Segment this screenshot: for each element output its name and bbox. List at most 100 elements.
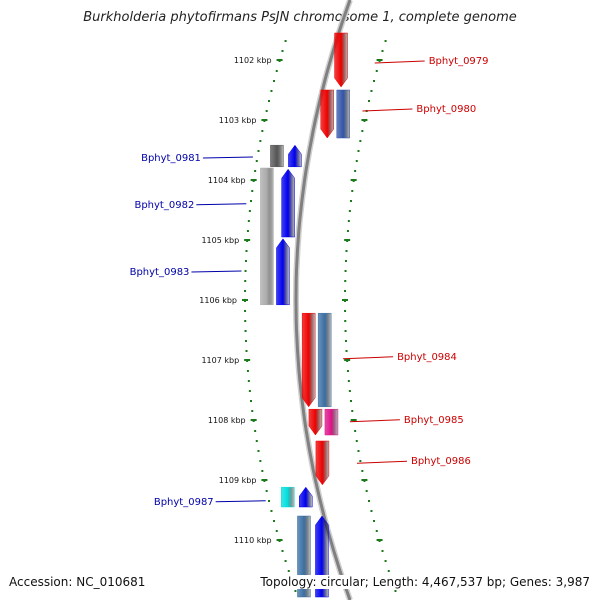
guide-dot [370,510,373,512]
guide-dot [344,310,347,312]
guide-dot [370,90,373,92]
guide-dot [357,150,360,152]
guide-dot [387,570,390,572]
map-title: Burkholderia phytofirmans PsJN chromosom… [83,10,517,25]
guide-dot [361,470,364,472]
tick-mark [276,539,283,541]
guide-dot [245,350,248,352]
guide-dot [251,190,254,192]
guide-dot [244,340,247,342]
feature-block[interactable] [336,89,351,139]
tick-label: 1103 kbp [219,116,257,125]
gene-arrow[interactable] [301,312,316,408]
gene-arrow[interactable] [288,144,302,168]
gene-label[interactable]: Bphyt_0985 [404,415,464,426]
guide-dot [273,520,276,522]
guide-dot [359,460,362,462]
guide-dot [275,70,278,72]
gene-label[interactable]: Bphyt_0986 [411,456,471,467]
feature-block[interactable] [270,144,284,168]
guide-dot [344,270,347,272]
guide-dot [268,500,270,502]
guide-dot [394,590,397,592]
feature-block[interactable] [281,486,295,508]
feature-block[interactable] [317,312,332,408]
tick-mark [276,59,283,61]
tick-label: 1105 kbp [201,236,239,245]
guide-dot [257,150,260,152]
guide-dot [257,450,260,452]
guide-dot [244,310,247,312]
gene-label[interactable]: Bphyt_0979 [429,56,489,67]
guide-dot [246,230,249,232]
tick-label: 1107 kbp [201,356,239,365]
gene-arrow[interactable] [281,168,295,238]
guide-dot [346,370,349,372]
guide-dot [270,510,273,512]
guide-dot [246,370,249,372]
guide-dot [254,430,257,432]
guide-dot [245,250,248,252]
gene-label[interactable]: Bphyt_0983 [130,267,190,278]
tick-label: 1110 kbp [234,536,272,545]
gene-arrow[interactable] [320,89,335,139]
gene-arrow[interactable] [315,440,330,486]
tick-mark [344,239,351,241]
feature-block[interactable] [260,167,274,306]
tick-mark [244,239,251,241]
label-leader [191,270,242,273]
gene-arrow[interactable] [334,32,348,88]
guide-dot [345,350,348,352]
guide-dot [255,440,258,442]
tick-mark [350,179,357,181]
guide-dot [275,530,278,532]
label-leader [196,203,247,206]
guide-dot [357,450,360,452]
guide-dot [381,50,384,52]
label-leader [356,460,408,464]
tick-mark [344,359,351,361]
tick-label: 1104 kbp [208,176,246,185]
guide-dot [255,160,258,162]
gene-label[interactable]: Bphyt_0981 [141,153,201,164]
guide-dot [244,320,247,322]
feature-block[interactable] [324,408,339,436]
gene-label[interactable]: Bphyt_0987 [154,497,214,508]
guide-dot [259,140,262,142]
guide-dot [373,520,376,522]
tick-mark [250,179,257,181]
tick-mark [261,119,268,121]
gene-arrow[interactable] [276,238,290,306]
gene-label[interactable]: Bphyt_0984 [397,352,457,363]
guide-dot [244,330,247,332]
guide-dot [351,410,354,412]
guide-dot [244,280,247,282]
gene-arrow[interactable] [299,486,313,508]
guide-dot [268,100,270,102]
tick-mark [342,299,348,301]
guide-dot [368,100,370,102]
guide-dot [284,40,287,42]
guide-dot [347,380,350,382]
guide-dot [359,140,362,142]
guide-dot [250,200,252,202]
guide-dot [247,220,250,222]
guide-dot [344,280,347,282]
guide-dot [373,80,376,82]
guide-dot [384,560,387,562]
guide-dot [361,130,364,132]
label-leader [374,60,425,64]
guide-dot [244,290,247,292]
guide-dot [355,440,358,442]
tick-mark [376,539,383,541]
label-leader [202,156,253,159]
guide-dot [244,270,247,272]
gene-label[interactable]: Bphyt_0980 [416,104,476,115]
guide-dot [261,470,264,472]
tick-mark [350,419,357,421]
gene-label[interactable]: Bphyt_0982 [134,200,194,211]
tick-mark [361,119,368,121]
gene-arrow[interactable] [308,408,323,436]
tick-label: 1106 kbp [199,296,237,305]
guide-dot [261,130,264,132]
